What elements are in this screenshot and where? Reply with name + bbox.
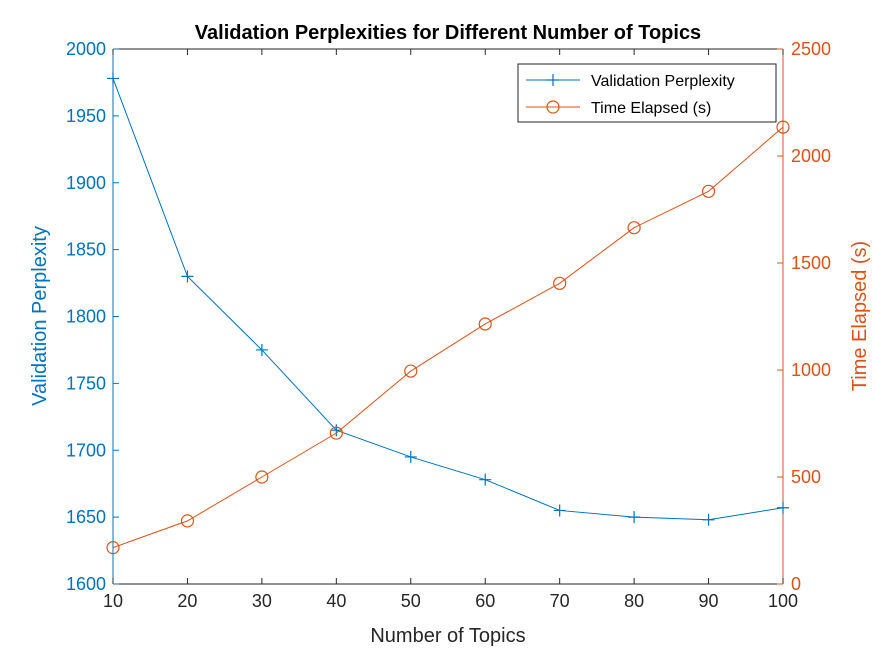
y-right-tick-label: 500 <box>791 467 821 487</box>
y-left-tick-label: 1900 <box>66 173 106 193</box>
y-right-tick-label: 1500 <box>791 253 831 273</box>
chart-title: Validation Perplexities for Different Nu… <box>195 22 701 44</box>
y-left-tick-label: 1600 <box>66 574 106 594</box>
data-point-time-elapsed <box>627 221 641 235</box>
series-line-perplexity <box>112 78 784 521</box>
y-left-tick-label: 1700 <box>66 440 106 460</box>
data-point-perplexity <box>777 501 789 514</box>
y-axis-right-label: Time Elapsed (s) <box>849 241 871 391</box>
x-tick-label: 50 <box>401 591 421 611</box>
y-right-tick-label: 1000 <box>791 360 831 380</box>
y-left-tick-label: 1800 <box>66 307 106 327</box>
data-point-time-elapsed <box>553 276 567 290</box>
legend-label-2: Time Elapsed (s) <box>591 100 711 117</box>
data-point-time-elapsed <box>701 184 716 198</box>
x-tick-label: 10 <box>103 591 123 611</box>
data-point-time-elapsed <box>180 514 195 528</box>
data-point-perplexity <box>255 343 268 356</box>
y-left-tick-label: 1950 <box>66 106 106 126</box>
x-tick-label: 60 <box>475 591 495 611</box>
y-left-tick-label: 1650 <box>66 507 106 527</box>
legend-label-1: Validation Perplexity <box>591 73 735 90</box>
legend-marker-plus <box>547 74 559 86</box>
data-point-perplexity <box>702 513 715 526</box>
data-point-perplexity <box>553 504 566 517</box>
data-point-time-elapsed <box>329 426 343 440</box>
legend-box <box>517 63 777 123</box>
legend-marker-circle <box>546 100 560 114</box>
data-point-perplexity <box>181 270 194 283</box>
data-point-perplexity <box>628 511 641 524</box>
y-right-tick-label: 0 <box>791 574 801 594</box>
y-right-tick-label: 2000 <box>791 146 831 166</box>
y-right-tick-label: 2500 <box>791 39 831 59</box>
plot-area: 10 20 30 40 50 60 70 80 90 100 1600 1650 1700 1750 180… <box>66 39 831 611</box>
x-tick-label: 40 <box>326 591 346 611</box>
y-left-tick-label: 1850 <box>66 240 106 260</box>
x-tick-label: 30 <box>252 591 272 611</box>
data-point-perplexity <box>404 450 417 463</box>
y-left-tick-label: 2000 <box>66 39 106 59</box>
legend: Validation Perplexity Time Elapsed (s) <box>517 63 777 123</box>
data-point-time-elapsed <box>776 120 790 134</box>
x-tick-label: 20 <box>177 591 197 611</box>
data-point-time-elapsed <box>255 470 269 484</box>
y-left-tick-label: 1750 <box>66 373 106 393</box>
x-tick-label: 70 <box>550 591 570 611</box>
data-point-time-elapsed <box>404 364 418 378</box>
data-point-perplexity <box>479 473 492 486</box>
data-point-time-elapsed <box>106 541 120 555</box>
x-axis-label: Number of Topics <box>370 625 525 647</box>
data-point-time-elapsed <box>478 317 492 331</box>
data-point-perplexity <box>107 72 119 85</box>
x-tick-label: 80 <box>624 591 644 611</box>
x-tick-label: 100 <box>768 591 798 611</box>
series-line-time-elapsed <box>112 126 784 549</box>
x-tick-label: 90 <box>699 591 719 611</box>
y-axis-left-label: Validation Perplexity <box>29 226 51 406</box>
